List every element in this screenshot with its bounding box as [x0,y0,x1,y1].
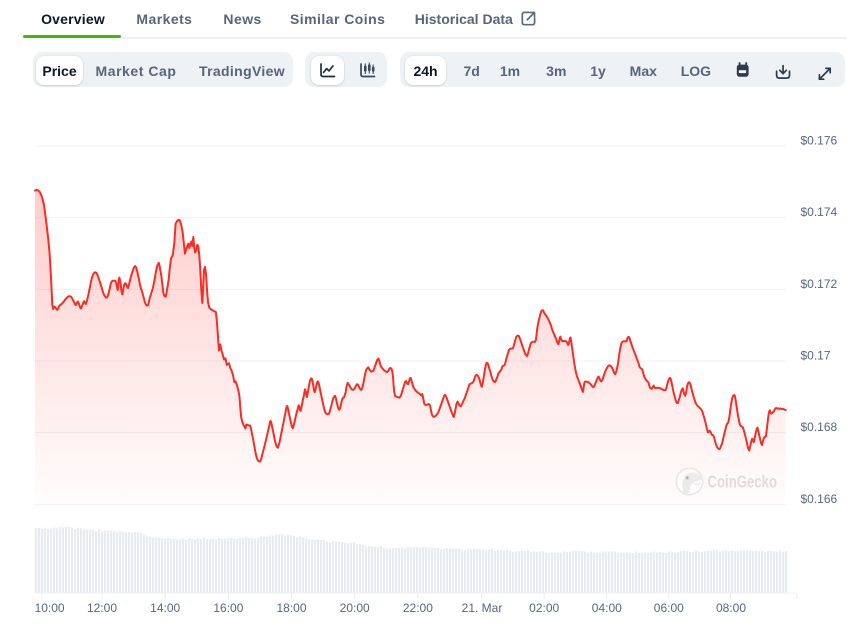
svg-text:14:00: 14:00 [150,601,180,615]
svg-text:04:00: 04:00 [592,601,622,615]
svg-text:16:00: 16:00 [213,601,243,615]
svg-text:08:00: 08:00 [716,601,746,615]
svg-text:$0.176: $0.176 [801,134,838,148]
svg-text:CoinGecko: CoinGecko [708,472,778,492]
svg-text:$0.172: $0.172 [801,277,838,291]
svg-text:18:00: 18:00 [276,601,306,615]
svg-text:21. Mar: 21. Mar [462,601,503,615]
svg-text:$0.174: $0.174 [801,205,838,219]
svg-text:20:00: 20:00 [340,601,370,615]
svg-text:02:00: 02:00 [529,601,559,615]
svg-text:22:00: 22:00 [403,601,433,615]
svg-text:12:00: 12:00 [87,601,117,615]
svg-text:$0.168: $0.168 [801,420,838,434]
svg-text:$0.17: $0.17 [801,349,831,363]
svg-text:10:00: 10:00 [35,601,65,615]
svg-text:06:00: 06:00 [654,601,684,615]
svg-text:$0.166: $0.166 [801,492,838,506]
